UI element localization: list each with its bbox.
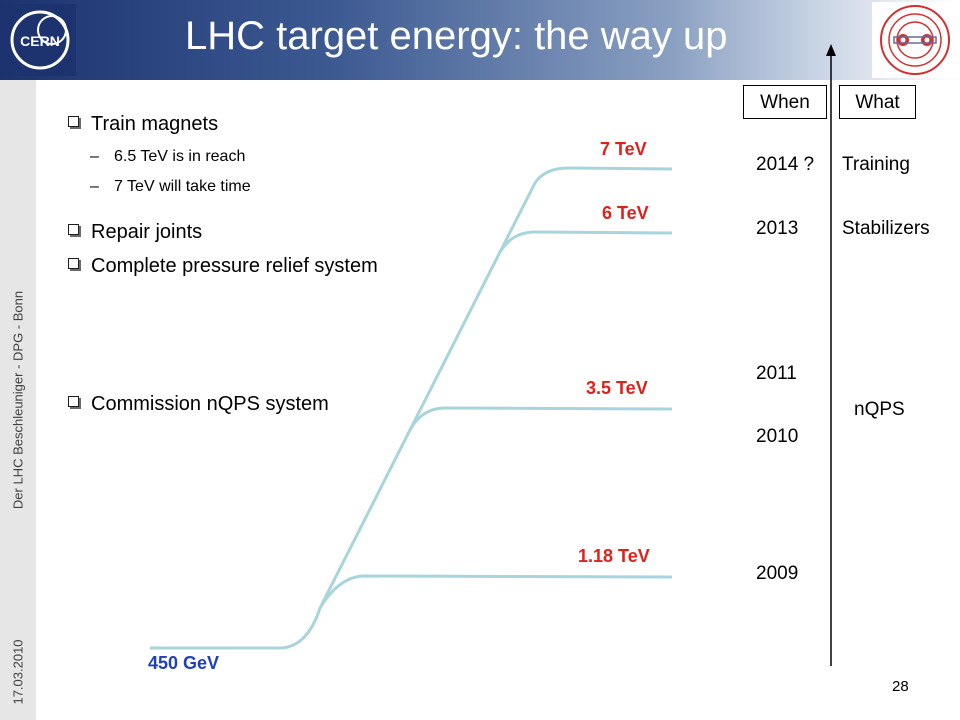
energy-label-6tev: 6 TeV <box>602 203 649 223</box>
bullet-text: Commission nQPS system <box>91 393 329 415</box>
subitem-text: 7 TeV will take time <box>114 178 251 195</box>
year-2014: 2014 ? <box>756 154 815 175</box>
year-2013: 2013 <box>756 218 799 239</box>
bullet-box-icon <box>68 258 79 269</box>
what-nqps: nQPS <box>854 399 905 420</box>
energy-path-450gev <box>150 607 322 650</box>
bullet-text: Repair joints <box>91 221 203 243</box>
energy-label-3-5tev: 3.5 TeV <box>586 378 648 398</box>
bullet-pressure-relief: Complete pressure relief system <box>68 255 378 278</box>
energy-label-7tev: 7 TeV <box>600 139 647 159</box>
when-header: When <box>743 85 827 119</box>
year-2011: 2011 <box>756 363 797 384</box>
what-stabilizers: Stabilizers <box>842 218 930 239</box>
energy-label-450gev: 450 GeV <box>148 653 220 673</box>
year-2009: 2009 <box>756 563 799 584</box>
what-header: What <box>839 85 916 119</box>
year-2010: 2010 <box>756 426 799 447</box>
energy-path-7tev <box>498 166 673 253</box>
slide-title: LHC target energy: the way up <box>185 14 728 58</box>
page-number: 28 <box>892 678 909 695</box>
energy-path-6tev <box>408 230 673 431</box>
slide-header <box>0 0 960 80</box>
subitem-text: 6.5 TeV is in reach <box>114 148 246 165</box>
bullet-commission-nqps: Commission nQPS system <box>68 393 329 416</box>
bullet-train-magnets: Train magnets <box>68 113 218 136</box>
lhc-detector-logo <box>872 2 958 78</box>
cern-logo: CERN <box>4 4 76 76</box>
cern-logo-text: CERN <box>20 33 60 49</box>
what-training: Training <box>842 154 910 175</box>
bullet-text: Complete pressure relief system <box>91 255 378 277</box>
subitem-7-tev: –7 TeV will take time <box>90 178 251 195</box>
bullet-box-icon <box>68 396 79 407</box>
bullet-repair-joints: Repair joints <box>68 221 202 244</box>
bullet-box-icon <box>68 224 79 235</box>
timeline-arrow <box>826 44 836 666</box>
energy-label-1-18tev: 1.18 TeV <box>578 546 650 566</box>
sidebar <box>0 80 36 720</box>
bullet-box-icon <box>68 116 79 127</box>
subitem-6-5-tev: –6.5 TeV is in reach <box>90 148 246 165</box>
energy-path-1-18tev <box>318 574 673 609</box>
bullet-text: Train magnets <box>91 113 219 135</box>
